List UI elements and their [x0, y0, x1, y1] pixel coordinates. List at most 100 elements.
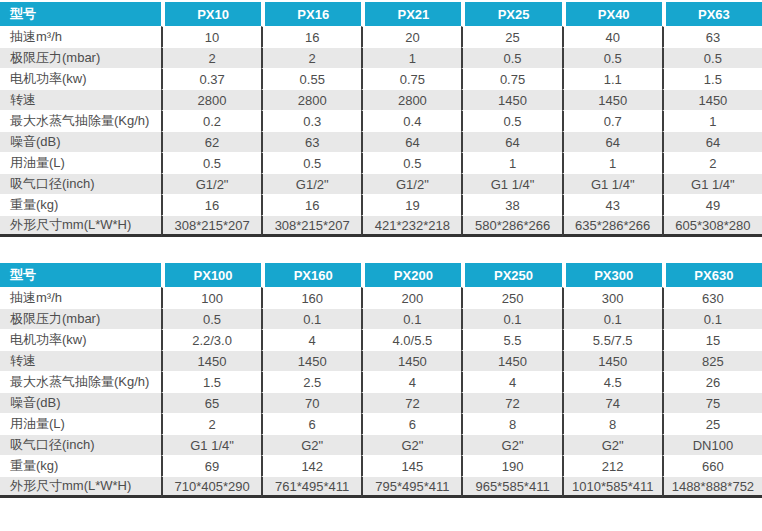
spec-value-cell: 6	[361, 413, 461, 434]
spec-row: 噪音(dB)657072727475	[0, 392, 762, 413]
spec-row-label: 抽速m³/h	[0, 26, 161, 47]
spec-value-cell: 16	[161, 194, 261, 215]
spec-value-cell: 1450	[261, 350, 361, 371]
spec-value-cell: 10	[161, 26, 261, 47]
spec-value-cell: 100	[161, 287, 261, 308]
spec-row-label: 转速	[0, 350, 161, 371]
spec-value-cell: 2.2/3.0	[161, 329, 261, 350]
spec-value-cell: 64	[361, 131, 461, 152]
spec-value-cell: 49	[662, 194, 762, 215]
spec-value-cell: G1/2"	[161, 173, 261, 194]
spec-value-cell: 308*215*207	[161, 215, 261, 237]
spec-value-cell: 250	[461, 287, 561, 308]
spec-value-cell: 8	[562, 413, 662, 434]
spec-value-cell: G2"	[461, 434, 561, 455]
spec-value-cell: 25	[461, 26, 561, 47]
spec-value-cell: 63	[261, 131, 361, 152]
spec-value-cell: 308*215*207	[261, 215, 361, 237]
spec-row-label: 用油量(L)	[0, 152, 161, 173]
model-header-cell: PX21	[361, 2, 461, 26]
spec-value-cell: 0.1	[461, 308, 561, 329]
spec-value-cell: DN100	[662, 434, 762, 455]
spec-value-cell: 1450	[161, 350, 261, 371]
spec-value-cell: 0.55	[261, 68, 361, 89]
spec-value-cell: G2"	[562, 434, 662, 455]
spec-value-cell: 1450	[461, 89, 561, 110]
spec-value-cell: 25	[662, 413, 762, 434]
spec-value-cell: 1450	[662, 89, 762, 110]
model-header-cell: PX630	[662, 263, 762, 287]
spec-value-cell: 4.0/5.5	[361, 329, 461, 350]
spec-row: 重量(kg)69142145190212660	[0, 455, 762, 476]
spec-value-cell: 421*232*218	[361, 215, 461, 237]
spec-row-label: 重量(kg)	[0, 194, 161, 215]
spec-value-cell: G1/2"	[261, 173, 361, 194]
spec-value-cell: 1	[461, 152, 561, 173]
spec-value-cell: 0.1	[562, 308, 662, 329]
spec-value-cell: 70	[261, 392, 361, 413]
spec-table-2: 型号PX100PX160PX200PX250PX300PX630抽速m³/h10…	[0, 263, 762, 498]
spec-value-cell: 1	[562, 152, 662, 173]
spec-value-cell: 62	[161, 131, 261, 152]
spec-value-cell: 0.5	[361, 152, 461, 173]
spec-value-cell: G1/2"	[361, 173, 461, 194]
spec-value-cell: 635*286*266	[562, 215, 662, 237]
spec-value-cell: 43	[562, 194, 662, 215]
spec-value-cell: 795*495*411	[361, 476, 461, 498]
spec-value-cell: 1488*888*752	[662, 476, 762, 498]
spec-value-cell: G2"	[361, 434, 461, 455]
spec-value-cell: 0.7	[562, 110, 662, 131]
spec-value-cell: 4.5	[562, 371, 662, 392]
spec-value-cell: 74	[562, 392, 662, 413]
spec-value-cell: 300	[562, 287, 662, 308]
spec-row: 吸气口径(inch)G1/2"G1/2"G1/2"G1 1/4"G1 1/4"G…	[0, 173, 762, 194]
spec-value-cell: G1 1/4"	[161, 434, 261, 455]
spec-value-cell: 1.5	[662, 68, 762, 89]
spec-row: 外形尺寸mm(L*W*H)710*405*290761*495*411795*4…	[0, 476, 762, 498]
spec-row: 极限压力(mbar)0.50.10.10.10.10.1	[0, 308, 762, 329]
spec-row-label: 外形尺寸mm(L*W*H)	[0, 476, 161, 498]
spec-value-cell: 64	[562, 131, 662, 152]
spec-value-cell: 605*308*280	[662, 215, 762, 237]
spec-row-label: 最大水蒸气抽除量(Kg/h)	[0, 110, 161, 131]
spec-value-cell: 72	[361, 392, 461, 413]
spec-value-cell: 16	[261, 26, 361, 47]
spec-value-cell: 2	[261, 47, 361, 68]
spec-row-label: 电机功率(kw)	[0, 68, 161, 89]
spec-value-cell: 0.1	[361, 308, 461, 329]
spec-value-cell: 0.4	[361, 110, 461, 131]
spec-row-label: 用油量(L)	[0, 413, 161, 434]
spec-value-cell: 5.5	[461, 329, 561, 350]
spec-value-cell: 69	[161, 455, 261, 476]
spec-value-cell: 200	[361, 287, 461, 308]
spec-value-cell: 16	[261, 194, 361, 215]
spec-row: 电机功率(kw)0.370.550.750.751.11.5	[0, 68, 762, 89]
model-header-cell: PX16	[261, 2, 361, 26]
spec-row: 极限压力(mbar)2210.50.50.5	[0, 47, 762, 68]
spec-value-cell: 1450	[562, 89, 662, 110]
spec-value-cell: 40	[562, 26, 662, 47]
spec-value-cell: 761*495*411	[261, 476, 361, 498]
spec-value-cell: 38	[461, 194, 561, 215]
spec-value-cell: 0.1	[662, 308, 762, 329]
spec-value-cell: 0.3	[261, 110, 361, 131]
spec-row: 转速280028002800145014501450	[0, 89, 762, 110]
spec-value-cell: 2800	[361, 89, 461, 110]
model-header-cell: PX63	[662, 2, 762, 26]
spec-value-cell: G2"	[261, 434, 361, 455]
model-header-cell: PX250	[461, 263, 561, 287]
spec-value-cell: 19	[361, 194, 461, 215]
spec-value-cell: 65	[161, 392, 261, 413]
spec-value-cell: 20	[361, 26, 461, 47]
spec-row-label: 吸气口径(inch)	[0, 434, 161, 455]
spec-value-cell: 15	[662, 329, 762, 350]
model-header-cell: PX200	[361, 263, 461, 287]
spec-row-label: 抽速m³/h	[0, 287, 161, 308]
spec-row-label: 噪音(dB)	[0, 131, 161, 152]
spec-value-cell: 0.5	[461, 47, 561, 68]
spec-row-label: 最大水蒸气抽除量(Kg/h)	[0, 371, 161, 392]
spec-value-cell: 0.75	[461, 68, 561, 89]
spec-row-label: 重量(kg)	[0, 455, 161, 476]
spec-row-label: 转速	[0, 89, 161, 110]
spec-value-cell: 1010*585*411	[562, 476, 662, 498]
